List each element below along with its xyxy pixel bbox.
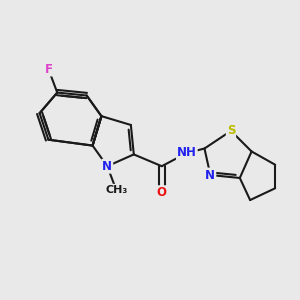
Text: S: S — [227, 124, 235, 137]
Text: NH: NH — [177, 146, 197, 159]
Text: F: F — [44, 62, 52, 76]
Text: N: N — [102, 160, 112, 173]
Text: CH₃: CH₃ — [105, 185, 127, 195]
Text: N: N — [206, 169, 215, 182]
Text: O: O — [157, 186, 167, 199]
